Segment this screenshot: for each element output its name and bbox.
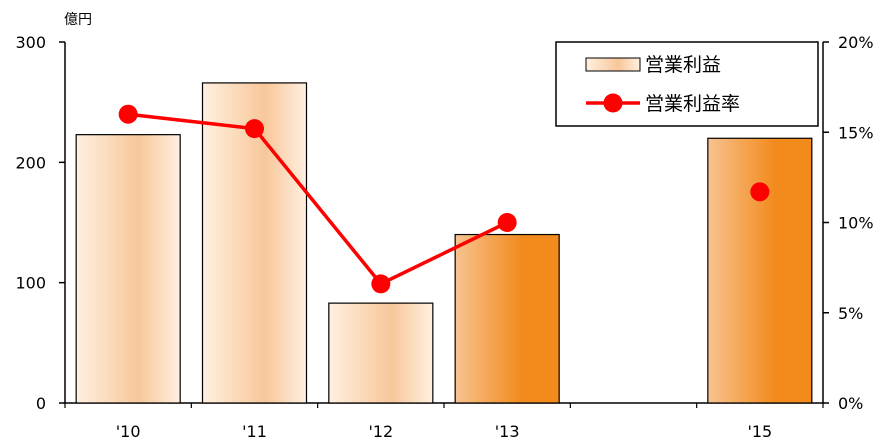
- axes: 0 100 200 300 0% 5% 10% 15% 20%: [15, 33, 873, 413]
- right-y-tick-label: 15%: [838, 123, 874, 142]
- line-point: [750, 182, 770, 202]
- right-y-tick-label: 20%: [838, 33, 874, 52]
- x-tick-label: '13: [495, 422, 520, 441]
- y-axis-unit-label: 億円: [64, 12, 92, 28]
- left-y-tick-label: 300: [15, 33, 46, 52]
- right-y-tick-label: 5%: [838, 304, 863, 323]
- line-point: [245, 119, 264, 139]
- line-series: [118, 104, 770, 294]
- right-y-tick-label: 0%: [838, 394, 863, 413]
- bar: [75, 134, 181, 404]
- x-tick-label: '12: [368, 422, 393, 441]
- line-point: [497, 213, 517, 232]
- line-point: [371, 274, 391, 294]
- left-y-tick-label: 100: [15, 274, 46, 293]
- x-tick-label: '11: [242, 422, 267, 441]
- legend-bar-swatch: [585, 57, 641, 72]
- line-point: [118, 104, 138, 124]
- legend-label-bar: 営業利益: [645, 54, 721, 76]
- legend-label-line: 営業利益率: [645, 93, 740, 115]
- bar: [328, 302, 434, 404]
- legend-box: [555, 41, 819, 127]
- left-y-tick-label: 0: [36, 394, 46, 413]
- bar: [454, 233, 560, 404]
- bar-series: [75, 82, 813, 404]
- right-y-tick-label: 10%: [838, 214, 874, 233]
- x-tick-labels: '10 '11 '12 '13 '15: [116, 422, 772, 441]
- legend-line-marker: [603, 93, 623, 113]
- line-path: [127, 112, 508, 286]
- left-y-tick-label: 200: [15, 153, 46, 172]
- x-tick-label: '15: [747, 422, 772, 441]
- x-tick-label: '10: [116, 422, 141, 441]
- bar: [707, 137, 813, 404]
